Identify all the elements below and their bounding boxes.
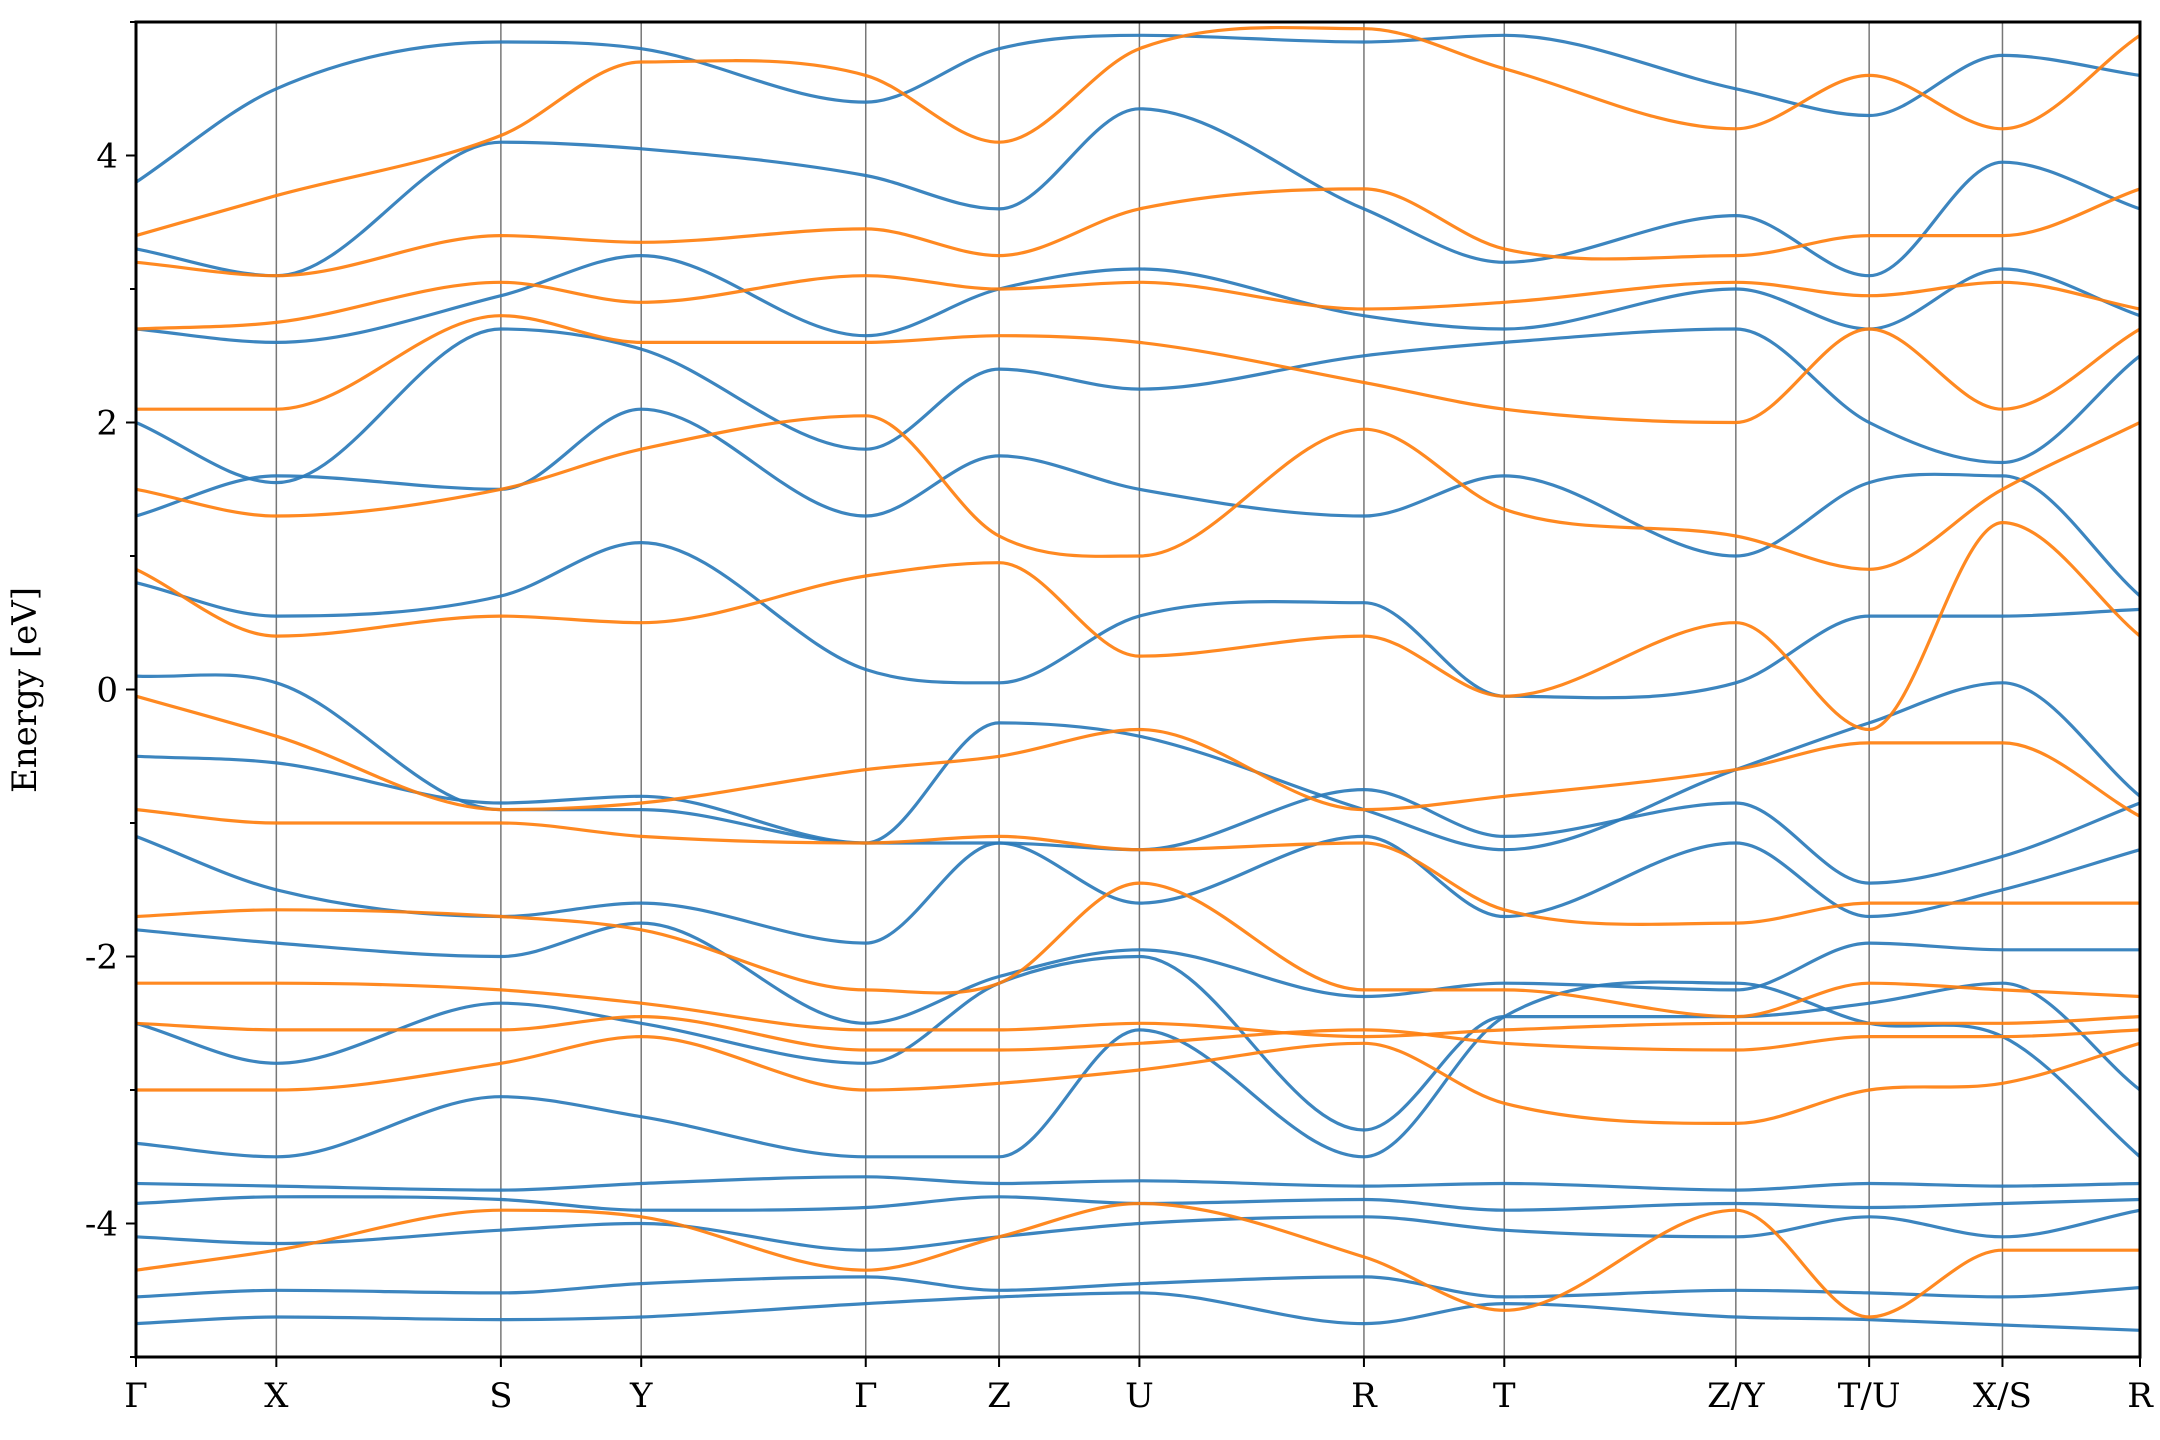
band-line-7 xyxy=(136,921,2140,1025)
band-line-27 xyxy=(136,274,2140,331)
x-tick-label-1: X xyxy=(264,1376,289,1416)
band-line-19 xyxy=(136,1015,2140,1052)
x-tick-label-10: T/U xyxy=(1838,1376,1901,1416)
band-line-16 xyxy=(136,33,2140,184)
band-line-20 xyxy=(136,981,2140,1039)
band-line-29 xyxy=(136,25,2140,238)
x-tick-label-6: U xyxy=(1125,1376,1154,1416)
band-line-26 xyxy=(136,314,2140,425)
band-line-5 xyxy=(136,980,2140,1159)
x-tick-label-12: R xyxy=(2127,1376,2154,1416)
band-line-22 xyxy=(136,808,2140,926)
band-line-6 xyxy=(136,954,2140,1132)
y-tick-label-1: -2 xyxy=(85,938,118,978)
x-tick-label-5: Z xyxy=(987,1376,1011,1416)
band-line-2 xyxy=(136,1208,2140,1252)
x-tick-label-9: Z/Y xyxy=(1707,1376,1765,1416)
band-line-18 xyxy=(136,1035,2140,1125)
band-line-13 xyxy=(136,327,2140,485)
band-line-28 xyxy=(136,187,2140,278)
x-axis: Γ X S Y Γ Z U R T Z/Y T/U X/S R xyxy=(124,1357,2154,1416)
y-axis: -4 -2 0 2 4 xyxy=(85,21,136,1358)
x-tick-label-3: Y xyxy=(629,1376,653,1416)
band-line-11 xyxy=(136,541,2140,700)
x-tick-label-11: X/S xyxy=(1973,1376,2032,1416)
high-symmetry-lines xyxy=(275,22,2004,1357)
band-line-15 xyxy=(136,107,2140,278)
band-line-21 xyxy=(136,881,2140,1019)
y-tick-label-0: -4 xyxy=(85,1205,118,1245)
band-line-24 xyxy=(136,521,2140,732)
band-line-25 xyxy=(136,414,2140,571)
x-tick-label-2: S xyxy=(489,1376,512,1416)
band-line-23 xyxy=(136,694,2140,818)
y-axis-label: Energy [eV] xyxy=(5,587,45,793)
x-tick-label-7: R xyxy=(1351,1376,1378,1416)
band-line-17 xyxy=(136,1201,2140,1319)
plot-background xyxy=(136,22,2140,1357)
x-tick-label-8: T xyxy=(1493,1376,1516,1416)
y-tick-label-2: 0 xyxy=(96,671,118,711)
band-line-0 xyxy=(136,1291,2140,1332)
band-line-4 xyxy=(136,1175,2140,1192)
band-line-1 xyxy=(136,1275,2140,1299)
y-tick-label-4: 4 xyxy=(96,137,118,177)
x-tick-label-0: Γ xyxy=(124,1376,148,1416)
x-tick-label-4: Γ xyxy=(854,1376,878,1416)
band-lines xyxy=(136,25,2140,1332)
y-tick-label-3: 2 xyxy=(96,404,118,444)
